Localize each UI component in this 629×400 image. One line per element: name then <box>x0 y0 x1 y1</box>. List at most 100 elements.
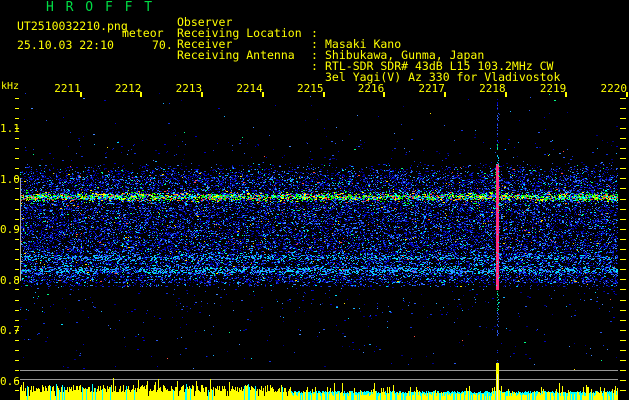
axis-tick <box>620 158 626 159</box>
axis-tick <box>620 188 626 189</box>
info-separator: : <box>311 37 318 51</box>
axis-tick <box>15 360 19 361</box>
axis-tick <box>620 350 626 351</box>
info-separator: : <box>311 59 318 73</box>
axis-tick <box>620 310 626 311</box>
axis-tick <box>620 108 626 109</box>
axis-tick <box>620 259 626 260</box>
axis-tick <box>15 239 19 240</box>
axis-tick <box>15 98 19 99</box>
time-tick-label: 2213 <box>175 82 203 95</box>
axis-tick <box>620 320 626 321</box>
axis-tick <box>15 168 19 169</box>
axis-tick <box>15 269 19 270</box>
axis-tick <box>620 380 626 381</box>
axis-tick <box>15 118 19 119</box>
info-label: Receiver <box>177 37 233 51</box>
axis-tick <box>620 138 626 139</box>
axis-tick <box>620 219 626 220</box>
info-separator: : <box>311 48 318 62</box>
axis-tick <box>15 128 19 129</box>
axis-tick <box>620 118 626 119</box>
time-tick-label: 2214 <box>236 82 263 95</box>
info-value: Masaki Kano <box>325 37 402 51</box>
info-value: Shibukawa, Gunma, Japan <box>325 48 485 62</box>
axis-tick <box>15 219 19 220</box>
axis-tick <box>15 320 19 321</box>
axis-tick <box>15 340 19 341</box>
axis-tick <box>15 178 19 179</box>
axis-tick <box>620 390 626 391</box>
app-title: H R O F F T <box>46 0 155 15</box>
time-tick-label: 2215 <box>297 82 324 95</box>
axis-tick <box>620 340 626 341</box>
freq-tick-label: 0.7 <box>0 324 20 337</box>
info-value: 3el Yagi(V) Az 330 for Vladivostok <box>325 70 561 84</box>
info-label: Receiving Antenna <box>177 48 295 62</box>
freq-unit-label: kHz <box>1 81 20 92</box>
time-tick-label: 2219 <box>539 82 567 95</box>
axis-tick <box>15 289 19 290</box>
axis-tick <box>15 249 19 250</box>
axis-tick <box>620 209 626 210</box>
spectrogram-canvas <box>20 92 618 400</box>
info-separator: : <box>311 26 318 40</box>
axis-tick <box>15 390 19 391</box>
axis-tick <box>15 330 19 331</box>
axis-tick <box>620 279 626 280</box>
axis-tick <box>15 300 19 301</box>
axis-tick <box>15 380 19 381</box>
axis-tick <box>15 108 19 109</box>
axis-tick <box>15 209 19 210</box>
axis-tick <box>15 199 19 200</box>
axis-tick <box>15 259 19 260</box>
axis-tick <box>620 229 626 230</box>
axis-tick <box>620 269 626 270</box>
time-tick-label: 2220 <box>600 82 628 95</box>
axis-tick <box>620 98 626 99</box>
info-row-receiver: Receiver : RTL-SDR SDR# 43dB L15 103.2MH… <box>0 28 629 72</box>
time-tick-label: 2212 <box>114 82 142 95</box>
info-label: Observer <box>177 15 233 29</box>
axis-tick <box>620 289 626 290</box>
axis-tick <box>620 199 626 200</box>
freq-tick-label: 1.1 <box>0 122 20 135</box>
observation-mode-label: meteor <box>122 26 164 40</box>
time-tick-label: 2217 <box>418 82 445 95</box>
axis-tick <box>15 188 19 189</box>
info-label: Receiving Location <box>177 26 302 40</box>
info-value: RTL-SDR SDR# 43dB L15 103.2MHz CW <box>325 59 554 73</box>
time-tick-label: 2216 <box>357 82 385 95</box>
axis-tick <box>620 360 626 361</box>
datetime-label: 25.10.03 22:10 <box>17 38 114 52</box>
info-row-location: Receiving Location : Shibukawa, Gunma, J… <box>0 17 629 61</box>
axis-tick <box>620 148 626 149</box>
info-row-observer: Observer : Masaki Kano <box>0 6 629 50</box>
filename-label: UT2510032210.png <box>17 19 128 33</box>
axis-tick <box>15 279 19 280</box>
axis-tick <box>620 300 626 301</box>
axis-tick <box>15 310 19 311</box>
axis-tick <box>620 370 626 371</box>
axis-tick <box>15 138 19 139</box>
axis-tick <box>620 178 626 179</box>
freq-tick-label: 0.6 <box>0 375 20 388</box>
axis-tick <box>620 330 626 331</box>
axis-tick <box>15 158 19 159</box>
axis-tick <box>620 249 626 250</box>
axis-tick <box>15 350 19 351</box>
info-row-antenna: Receiving Antenna : 3el Yagi(V) Az 330 f… <box>0 39 629 83</box>
time-tick-label: 2218 <box>479 82 506 95</box>
axis-tick <box>15 148 19 149</box>
axis-tick <box>626 92 628 97</box>
freq-tick-label: 1.0 <box>0 173 20 186</box>
axis-tick <box>620 128 626 129</box>
freq-tick-label: 0.8 <box>0 274 20 287</box>
axis-tick <box>15 370 19 371</box>
axis-tick <box>620 168 626 169</box>
freq-tick-label: 0.9 <box>0 223 20 236</box>
echo-counter-label: 70. <box>152 38 173 52</box>
axis-tick <box>15 229 19 230</box>
time-tick-label: 2211 <box>54 82 81 95</box>
